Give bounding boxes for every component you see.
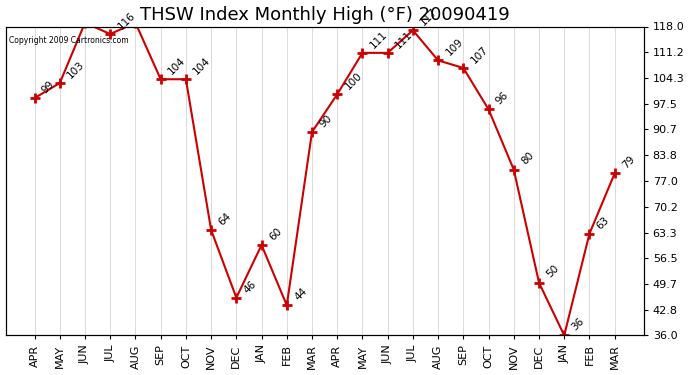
Text: 50: 50 (544, 264, 561, 280)
Text: 60: 60 (267, 226, 284, 242)
Text: 36: 36 (570, 316, 586, 333)
Text: 64: 64 (217, 211, 233, 227)
Text: 96: 96 (494, 90, 511, 106)
Text: 111: 111 (368, 29, 389, 50)
Text: 109: 109 (444, 37, 464, 58)
Text: 63: 63 (595, 214, 611, 231)
Text: 99: 99 (40, 79, 57, 95)
Text: 104: 104 (191, 56, 213, 76)
Text: 46: 46 (242, 279, 258, 295)
Text: 119: 119 (0, 374, 1, 375)
Text: 119: 119 (0, 374, 1, 375)
Text: Copyright 2009 Cartronics.com: Copyright 2009 Cartronics.com (9, 36, 128, 45)
Text: 116: 116 (116, 10, 137, 31)
Text: 90: 90 (317, 113, 334, 129)
Text: 44: 44 (293, 286, 308, 303)
Text: 100: 100 (343, 70, 364, 92)
Text: 79: 79 (620, 154, 637, 171)
Text: 103: 103 (66, 59, 86, 80)
Title: THSW Index Monthly High (°F) 20090419: THSW Index Monthly High (°F) 20090419 (140, 6, 509, 24)
Text: 111: 111 (393, 29, 415, 50)
Text: 107: 107 (469, 44, 490, 65)
Text: 117: 117 (418, 6, 440, 27)
Text: 104: 104 (166, 56, 187, 76)
Text: 80: 80 (520, 150, 535, 167)
